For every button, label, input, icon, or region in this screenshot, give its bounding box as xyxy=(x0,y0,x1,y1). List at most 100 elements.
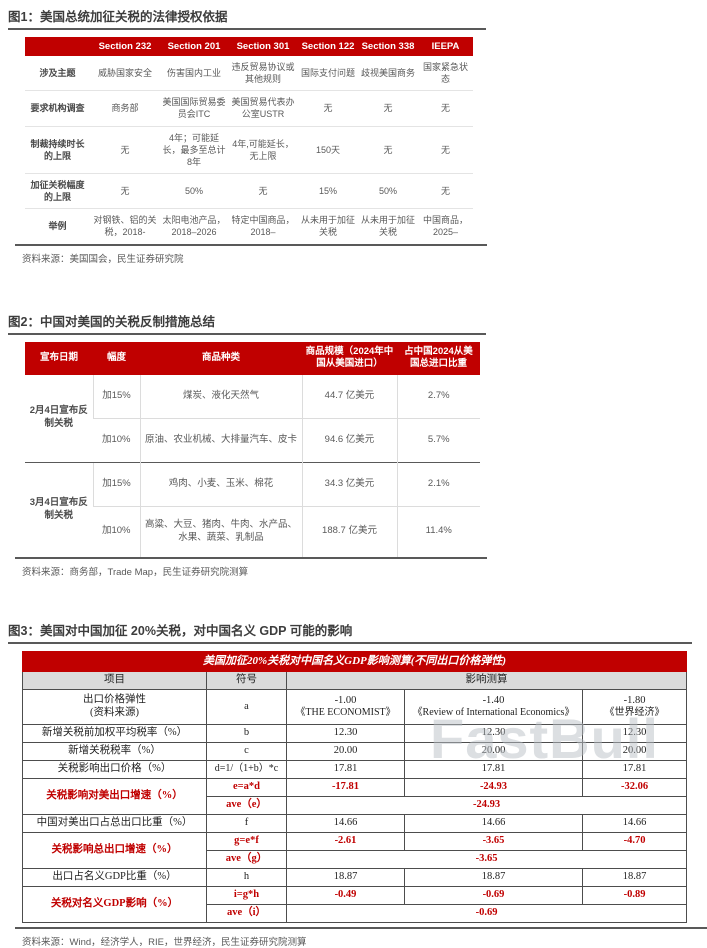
cell: 从未用于加征关税 xyxy=(358,208,418,244)
fig3-source: 资料来源：Wind，经济学人，RIE，世界经济，民生证券研究院测算 xyxy=(22,936,307,948)
cell: 加10% xyxy=(93,417,140,463)
cell: 商务部 xyxy=(90,90,160,127)
table-row: 关税对名义GDP影响（%） i=g*h -0.49 -0.69 -0.89 xyxy=(22,885,688,923)
value-source: 《世界经济》 xyxy=(604,706,665,718)
cell: 无 xyxy=(358,125,418,174)
table-row: 3月4日宣布反制关税 加15% 鸡肉、小麦、玉米、棉花 34.3 亿美元 2.1… xyxy=(25,461,480,557)
table-row: 涉及主题 威胁国家安全 伤害国内工业 违反贸易协议或其他规则 国际支付问题 歧视… xyxy=(25,56,473,91)
cell: 无 xyxy=(358,90,418,127)
symbol-cell: f xyxy=(206,813,287,833)
column-header: Section 301 xyxy=(228,37,298,56)
cell: 188.7 亿美元 xyxy=(301,505,397,557)
symbol-cell: d=1/（1+b）*c xyxy=(206,759,287,779)
column-header: 商品种类 xyxy=(140,341,302,375)
row-label-line2: (资料来源) xyxy=(90,706,139,718)
cell: -4.70 xyxy=(581,831,688,851)
symbol-cell: g=e*f xyxy=(206,831,287,851)
table-row: 中国对美出口占总出口比重（%） f 14.66 14.66 14.66 xyxy=(22,813,688,833)
cell: 12.30 xyxy=(581,723,688,743)
table-row: 新增关税前加权平均税率（%） b 12.30 12.30 12.30 xyxy=(22,723,688,743)
cell: 原油、农业机械、大排量汽车、皮卡 xyxy=(139,417,302,463)
cell: 20.00 xyxy=(286,741,405,761)
symbol-cell: h xyxy=(206,867,287,887)
cell: -1.40 《Review of International Economics… xyxy=(404,688,583,725)
table-row: 要求机构调查 商务部 美国国际贸易委员会ITC 美国贸易代表办公室USTR 无 … xyxy=(25,90,473,127)
cell: 无 xyxy=(90,172,160,209)
cell: 无 xyxy=(418,172,473,209)
cell: 20.00 xyxy=(581,741,688,761)
fig2-header-row: 宣布日期 幅度 商品种类 商品规模（2024年中国从美国进口） 占中国2024从… xyxy=(25,341,480,375)
cell: -1.80 《世界经济》 xyxy=(581,688,688,725)
symbol-cell: a xyxy=(206,688,287,725)
cell: 12.30 xyxy=(286,723,405,743)
column-header: 幅度 xyxy=(93,341,140,375)
cell: 2.7% xyxy=(396,374,480,419)
cell: 高粱、大豆、猪肉、牛肉、水产品、水果、蔬菜、乳制品 xyxy=(139,505,302,557)
cell: -2.61 xyxy=(286,831,405,851)
table-row: 加10% 原油、农业机械、大排量汽车、皮卡 94.6 亿美元 5.7% xyxy=(25,417,480,463)
row-label: 关税对名义GDP影响（%） xyxy=(22,885,207,923)
cell: 17.81 xyxy=(404,759,583,779)
cell: 11.4% xyxy=(396,505,480,557)
cell: 加10% xyxy=(93,505,140,557)
column-header: 商品规模（2024年中国从美国进口） xyxy=(302,341,397,375)
row-label: 出口价格弹性 (资料来源) xyxy=(22,688,207,725)
cell: 美国贸易代表办公室USTR xyxy=(228,90,298,127)
cell: 伤害国内工业 xyxy=(166,68,221,79)
cell: 无 xyxy=(298,90,358,127)
fig3-table: 美国加征20%关税对中国名义GDP影响测算(不同出口价格弹性) 项目 符号 影响… xyxy=(21,650,688,923)
divider xyxy=(15,243,487,246)
fig1-title: 图1：美国总统加征关税的法律授权依据 xyxy=(8,6,486,30)
cell: 20.00 xyxy=(404,741,583,761)
table-row: 2月4日宣布反制关税 加15% 煤炭、液化天然气 44.7 亿美元 2.7% xyxy=(25,374,480,429)
table-banner: 美国加征20%关税对中国名义GDP影响测算(不同出口价格弹性) xyxy=(21,650,688,672)
cell: 2.1% xyxy=(396,461,480,507)
fig3-subheader-row: 项目 符号 影响测算 xyxy=(22,670,688,690)
column-header: IEEPA xyxy=(418,37,473,56)
fig2-table: 宣布日期 幅度 商品种类 商品规模（2024年中国从美国进口） 占中国2024从… xyxy=(25,341,480,557)
cell: -17.81 xyxy=(286,777,405,797)
divider xyxy=(15,926,707,929)
fig2-source: 资料来源：商务部，Trade Map，民生证券研究院测算 xyxy=(22,566,249,578)
cell: 150天 xyxy=(298,125,358,174)
row-label: 加征关税幅度的上限 xyxy=(25,172,90,209)
value-source: 《THE ECONOMIST》 xyxy=(295,706,396,718)
symbol-cell: ave（e） xyxy=(206,795,287,815)
cell: 中国商品，2025– xyxy=(418,208,473,244)
column-header: Section 338 xyxy=(358,37,418,56)
table-row: 制裁持续时长的上限 无 4年；可能延长，最多至总计8年 4年,可能延长，无上限 … xyxy=(25,125,473,174)
table-row: 加征关税幅度的上限 无 50% 无 15% 50% 无 xyxy=(25,172,473,209)
cell: 美国国际贸易委员会ITC xyxy=(160,90,228,127)
cell: 50% xyxy=(160,172,228,209)
cell: 15% xyxy=(298,172,358,209)
cell: 无 xyxy=(418,90,473,127)
fig1-table: Section 232 Section 201 Section 301 Sect… xyxy=(25,37,473,244)
column-header: 符号 xyxy=(206,670,287,690)
cell: 14.66 xyxy=(404,813,583,833)
cell: 17.81 xyxy=(286,759,405,779)
cell: 威胁国家安全 xyxy=(97,68,152,79)
cell: 94.6 亿美元 xyxy=(301,417,397,463)
cell: 国际支付问题 xyxy=(300,68,355,79)
table-row: 出口价格弹性 (资料来源) a -1.00 《THE ECONOMIST》 -1… xyxy=(22,688,688,725)
average-cell: -0.69 xyxy=(285,903,688,923)
symbol-cell: b xyxy=(206,723,287,743)
cell: 18.87 xyxy=(404,867,583,887)
row-label: 新增关税税率（%） xyxy=(22,741,207,761)
table-row: 举例 对钢铁、铝的关税，2018- 太阳电池产品，2018–2026 特定中国商… xyxy=(25,208,473,244)
cell: 无 xyxy=(90,125,160,174)
cell: 4年；可能延长，最多至总计8年 xyxy=(160,125,228,174)
table-row: 关税影响总出口增速（%） g=e*f -2.61 -3.65 -4.70 xyxy=(22,831,688,869)
symbol-cell: i=g*h xyxy=(206,885,287,905)
cell: -0.49 xyxy=(286,885,405,905)
cell: 加15% xyxy=(92,374,140,419)
table-row: 关税影响出口价格（%） d=1/（1+b）*c 17.81 17.81 17.8… xyxy=(22,759,688,779)
cell: 太阳电池产品，2018–2026 xyxy=(160,208,228,244)
cell: -1.00 《THE ECONOMIST》 xyxy=(286,688,405,725)
symbol-cell: ave（g） xyxy=(206,849,287,869)
column-header: 宣布日期 xyxy=(25,341,93,375)
table-row: 新增关税税率（%） c 20.00 20.00 20.00 xyxy=(22,741,688,761)
cell: -0.69 xyxy=(404,885,583,905)
column-header: Section 122 xyxy=(298,37,358,56)
cell: -0.89 xyxy=(581,885,688,905)
